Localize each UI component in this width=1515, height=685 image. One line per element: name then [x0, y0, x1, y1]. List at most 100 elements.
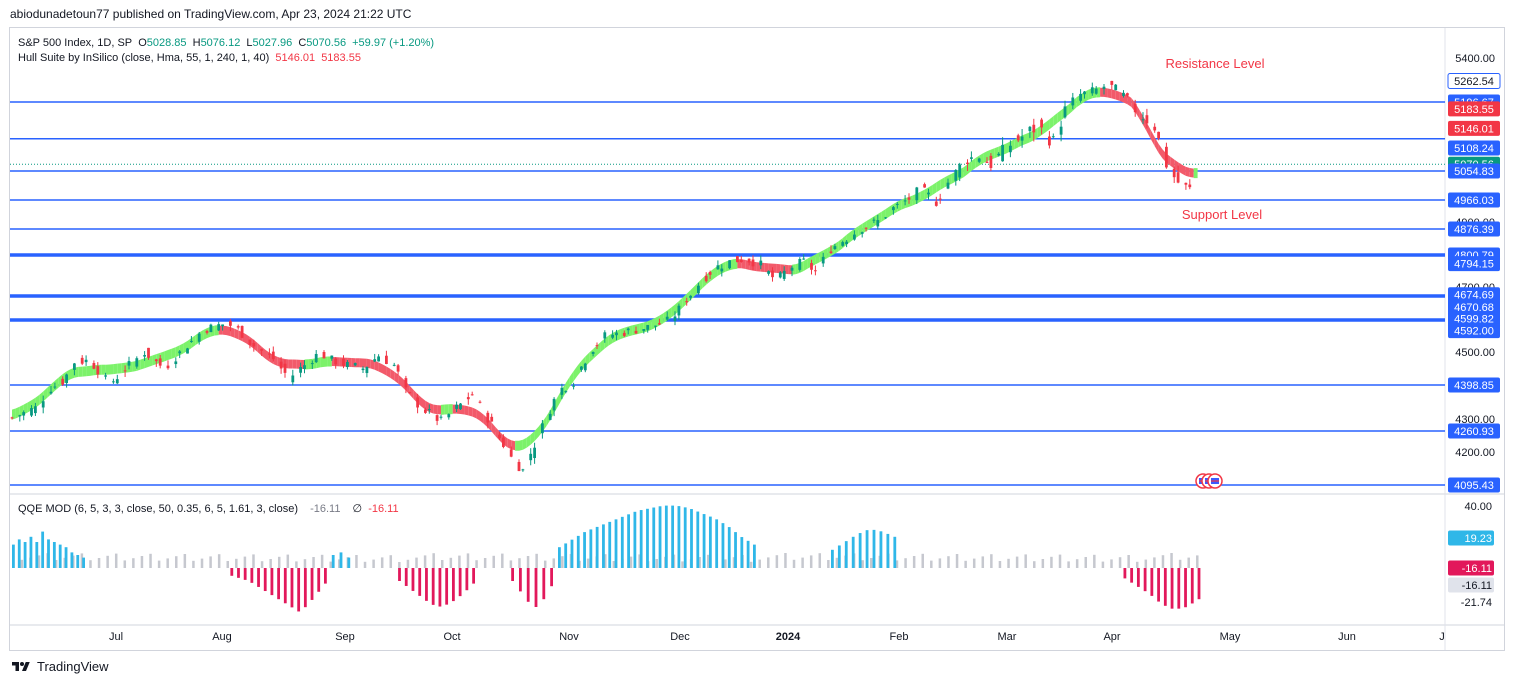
candle-body — [197, 333, 201, 342]
candle-body — [53, 386, 57, 388]
price-label-text: 4674.69 — [1454, 290, 1494, 302]
candle-body — [954, 170, 958, 181]
hull-segment — [901, 198, 906, 210]
qqe-bar-red — [438, 568, 442, 607]
qqe-bar-gray — [1024, 554, 1027, 568]
candle-body — [1009, 145, 1012, 153]
qqe-tick-label: 19.23 — [1464, 533, 1492, 545]
hull-segment — [437, 405, 441, 415]
qqe-bar-gray — [1015, 556, 1019, 568]
hull-segment — [885, 206, 890, 220]
price-label-box — [1448, 163, 1500, 179]
candle-body — [634, 330, 638, 334]
hull-segment — [589, 348, 594, 363]
qqe-bar-gray — [972, 558, 976, 568]
candle-body — [622, 332, 626, 336]
hull-segment — [530, 430, 535, 445]
candle-body — [322, 352, 326, 359]
footer-brand[interactable]: TradingView — [10, 659, 109, 674]
qqe-bar-gray — [998, 561, 1002, 568]
candle-body — [229, 320, 232, 326]
hull-segment — [710, 268, 714, 282]
qqe-bar-gray — [329, 561, 332, 568]
candle-body — [385, 355, 388, 364]
candle-body — [509, 449, 513, 457]
time-tick-label: Aug — [212, 631, 232, 643]
candle-body — [1157, 131, 1160, 139]
hull-segment — [265, 349, 270, 362]
hull-segment — [495, 427, 500, 441]
qqe-bar-red — [257, 568, 260, 587]
candle-body — [279, 361, 283, 369]
price-label-text: 4876.39 — [1454, 224, 1494, 236]
qqe-bar-gray — [1135, 561, 1139, 568]
candle-body — [217, 324, 221, 331]
hull-segment — [862, 221, 867, 234]
candle-body — [252, 342, 256, 347]
hull-segment — [1139, 109, 1143, 125]
price-label-box — [1448, 423, 1500, 439]
support-resistance-levels — [10, 101, 1445, 486]
candle-body — [392, 364, 396, 366]
hull-segment — [113, 363, 118, 375]
qqe-tick-label: -21.74 — [1461, 597, 1492, 609]
hull-value-1: 5146.01 — [275, 52, 316, 64]
price-label-box — [1448, 477, 1500, 493]
hull-segment — [1178, 162, 1182, 174]
candle-body — [61, 378, 65, 385]
qqe-bar-gray — [295, 561, 298, 568]
qqe-bar-gray — [243, 556, 247, 568]
qqe-bar-blue — [589, 529, 593, 568]
candle-body — [915, 187, 919, 201]
annotation-label: Resistance Level — [1166, 56, 1265, 71]
qqe-bar-gray — [1118, 557, 1122, 568]
hull-segment — [604, 335, 609, 349]
qqe-bar-blue — [639, 510, 643, 568]
candle-body — [1059, 126, 1063, 135]
qqe-bar-gray — [1084, 557, 1087, 568]
candle-body — [1040, 119, 1043, 128]
candle-body — [704, 275, 708, 282]
hull-segment — [897, 199, 902, 212]
qqe-bar-blue — [620, 516, 624, 568]
qqe-bar-blue — [879, 531, 883, 568]
qqe-bar-blue — [570, 539, 574, 568]
hull-segment — [472, 407, 477, 419]
hull-segment — [663, 310, 668, 324]
price-label-box — [1448, 256, 1500, 272]
qqe-bar-gray — [561, 556, 564, 568]
candle-body — [751, 259, 755, 267]
qqe-bar-gray — [749, 561, 753, 568]
candle-body — [18, 415, 22, 417]
hull-segment — [608, 332, 613, 346]
hull-segment — [308, 358, 313, 370]
qqe-bar-blue — [614, 519, 618, 568]
qqe-bar-gray — [209, 556, 212, 568]
qqe-bar-gray — [286, 554, 290, 568]
hull-segment — [378, 362, 383, 374]
hull-segment — [788, 265, 792, 275]
time-tick-label: Apr — [1103, 631, 1120, 643]
hull-segment — [171, 347, 176, 359]
qqe-bar-gray — [192, 560, 195, 568]
qqe-bar-blue — [664, 505, 668, 568]
candle-body — [860, 232, 864, 234]
qqe-bar-gray — [458, 555, 461, 568]
candle-body — [115, 379, 119, 384]
candle-body — [299, 366, 302, 373]
hull-segment — [858, 223, 863, 237]
hull-segment — [179, 343, 184, 356]
qqe-bar-red — [418, 568, 422, 596]
qqe-bar-blue — [35, 542, 39, 568]
qqe-bar-red — [542, 568, 546, 600]
qqe-bar-gray — [1007, 558, 1010, 568]
hull-segment — [515, 440, 519, 451]
price-label-box — [1448, 377, 1500, 393]
qqe-bar-gray — [1101, 561, 1105, 568]
candle-body — [1176, 172, 1180, 183]
qqe-bar-blue — [831, 549, 834, 568]
candle-body — [938, 198, 942, 200]
candle-body — [143, 355, 146, 357]
candle-body — [802, 258, 806, 260]
